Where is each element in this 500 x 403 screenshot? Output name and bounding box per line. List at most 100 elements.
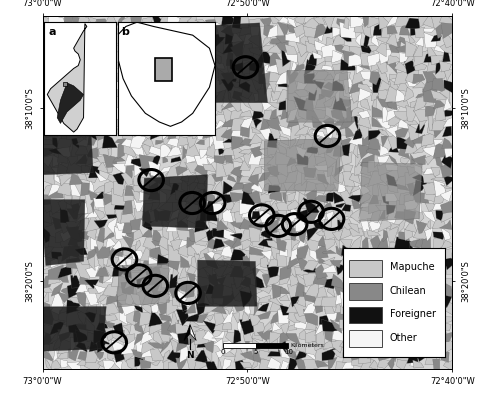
Polygon shape	[431, 167, 440, 177]
Polygon shape	[404, 210, 416, 224]
Polygon shape	[376, 256, 388, 264]
Polygon shape	[44, 49, 52, 66]
Polygon shape	[187, 170, 200, 186]
Polygon shape	[424, 263, 436, 278]
Polygon shape	[314, 201, 326, 214]
Polygon shape	[222, 40, 235, 54]
Polygon shape	[424, 100, 434, 107]
Polygon shape	[184, 162, 199, 173]
Polygon shape	[300, 33, 308, 47]
Polygon shape	[135, 240, 140, 252]
Polygon shape	[186, 263, 199, 274]
Polygon shape	[48, 108, 58, 121]
Polygon shape	[177, 207, 187, 223]
Polygon shape	[221, 128, 232, 139]
Polygon shape	[231, 180, 247, 190]
Polygon shape	[177, 109, 191, 120]
Polygon shape	[250, 24, 260, 36]
Polygon shape	[204, 172, 217, 185]
Polygon shape	[396, 89, 406, 102]
Polygon shape	[358, 185, 370, 195]
Polygon shape	[403, 120, 418, 125]
Polygon shape	[332, 209, 345, 224]
Polygon shape	[413, 300, 428, 316]
Polygon shape	[131, 158, 146, 167]
Polygon shape	[122, 60, 135, 75]
Polygon shape	[132, 50, 146, 64]
Polygon shape	[178, 87, 190, 101]
Polygon shape	[267, 338, 278, 352]
Polygon shape	[239, 285, 250, 293]
Polygon shape	[294, 310, 308, 324]
Polygon shape	[168, 23, 180, 37]
Polygon shape	[432, 77, 446, 92]
Polygon shape	[278, 229, 291, 241]
Polygon shape	[112, 330, 124, 343]
Polygon shape	[42, 200, 53, 213]
Polygon shape	[364, 319, 374, 332]
Polygon shape	[358, 175, 372, 186]
Polygon shape	[42, 71, 52, 85]
Polygon shape	[148, 173, 164, 185]
Polygon shape	[278, 83, 291, 87]
Polygon shape	[113, 179, 126, 197]
Polygon shape	[223, 341, 237, 354]
Polygon shape	[306, 41, 318, 56]
Polygon shape	[152, 153, 162, 165]
Polygon shape	[296, 274, 307, 287]
Polygon shape	[388, 114, 402, 126]
Polygon shape	[239, 25, 254, 36]
Polygon shape	[396, 171, 410, 186]
Polygon shape	[76, 21, 85, 39]
Polygon shape	[358, 191, 372, 205]
Polygon shape	[325, 124, 333, 140]
Polygon shape	[353, 145, 358, 158]
Polygon shape	[50, 102, 58, 112]
Polygon shape	[276, 40, 288, 52]
Polygon shape	[303, 300, 318, 314]
Polygon shape	[85, 346, 98, 363]
Polygon shape	[418, 259, 426, 268]
Polygon shape	[340, 227, 351, 239]
Polygon shape	[387, 25, 398, 34]
Polygon shape	[257, 52, 274, 64]
Polygon shape	[336, 152, 344, 168]
Polygon shape	[178, 77, 192, 91]
Polygon shape	[142, 228, 152, 237]
Polygon shape	[408, 244, 418, 260]
Polygon shape	[276, 202, 292, 211]
Polygon shape	[322, 66, 333, 71]
Polygon shape	[190, 325, 196, 341]
Polygon shape	[194, 219, 209, 233]
Polygon shape	[160, 106, 170, 119]
Polygon shape	[66, 245, 80, 258]
Polygon shape	[144, 323, 156, 333]
Polygon shape	[40, 282, 54, 293]
Polygon shape	[358, 114, 371, 129]
Polygon shape	[186, 201, 200, 214]
Polygon shape	[428, 45, 436, 56]
Polygon shape	[415, 31, 424, 47]
Polygon shape	[140, 98, 155, 110]
Polygon shape	[216, 33, 228, 47]
Polygon shape	[376, 43, 386, 57]
Polygon shape	[424, 227, 434, 241]
Polygon shape	[342, 138, 355, 145]
Polygon shape	[130, 250, 145, 259]
Polygon shape	[360, 202, 372, 208]
Polygon shape	[313, 272, 328, 286]
Polygon shape	[304, 73, 316, 84]
Polygon shape	[351, 106, 364, 117]
Polygon shape	[72, 13, 81, 28]
Polygon shape	[59, 172, 74, 186]
Polygon shape	[144, 203, 156, 212]
Polygon shape	[80, 183, 92, 196]
Polygon shape	[268, 219, 279, 233]
Polygon shape	[85, 152, 100, 166]
Polygon shape	[114, 208, 128, 224]
Polygon shape	[112, 27, 126, 34]
Polygon shape	[44, 114, 49, 129]
Polygon shape	[130, 97, 141, 112]
Polygon shape	[56, 143, 71, 158]
Polygon shape	[404, 334, 418, 344]
